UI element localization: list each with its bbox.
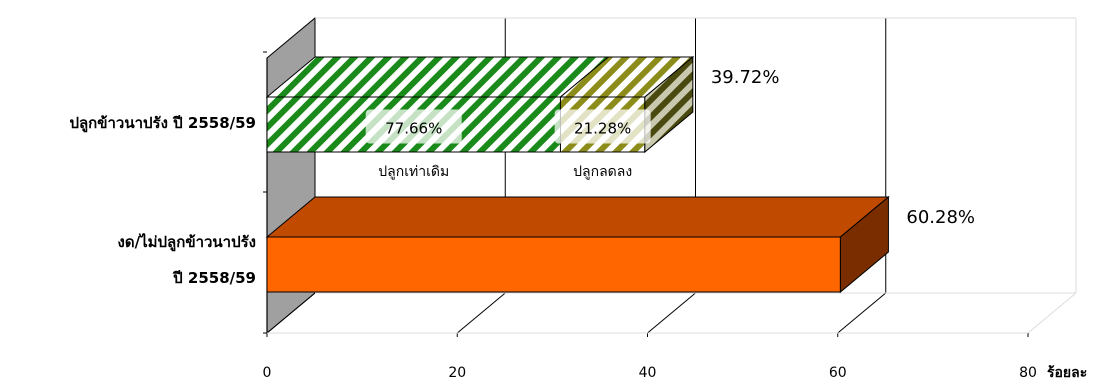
x-tick-label: 20 [448, 365, 466, 381]
category-label: ปี 2558/59 [172, 269, 256, 287]
category-label: งด/ไม่ปลูกข้าวนาปรัง [118, 232, 256, 252]
floor-gridline [456, 292, 506, 334]
bar-side-face [839, 195, 889, 294]
category-label: ปลูกข้าวนาปรัง ปี 2558/59 [69, 114, 256, 133]
bar-total-label: 39.72% [711, 67, 780, 88]
segment-value-label: 77.66% [385, 120, 442, 138]
floor-gridline [1027, 292, 1077, 334]
segment-label-box [365, 109, 462, 144]
bar-top-face [265, 56, 610, 98]
x-tick-label: 60 [829, 365, 847, 381]
floor-gridline [837, 292, 887, 334]
x-axis-unit-label: ร้อยละ [1047, 365, 1087, 381]
bar-segment [266, 236, 841, 293]
x-tick-label: 40 [639, 365, 657, 381]
bar-top-face [265, 196, 890, 238]
segment-label-box [554, 109, 651, 144]
x-tick-label: 0 [263, 365, 272, 381]
bar-total-label: 60.28% [906, 207, 975, 228]
x-tick-label: 80 [1019, 365, 1037, 381]
segment-value-label: 21.28% [574, 120, 631, 138]
floor-gridline [266, 292, 316, 334]
segment-name-label: ปลูกลดลง [573, 164, 632, 180]
floor-gridline [647, 292, 696, 334]
segment-name-label: ปลูกเท่าเดิม [378, 164, 449, 180]
